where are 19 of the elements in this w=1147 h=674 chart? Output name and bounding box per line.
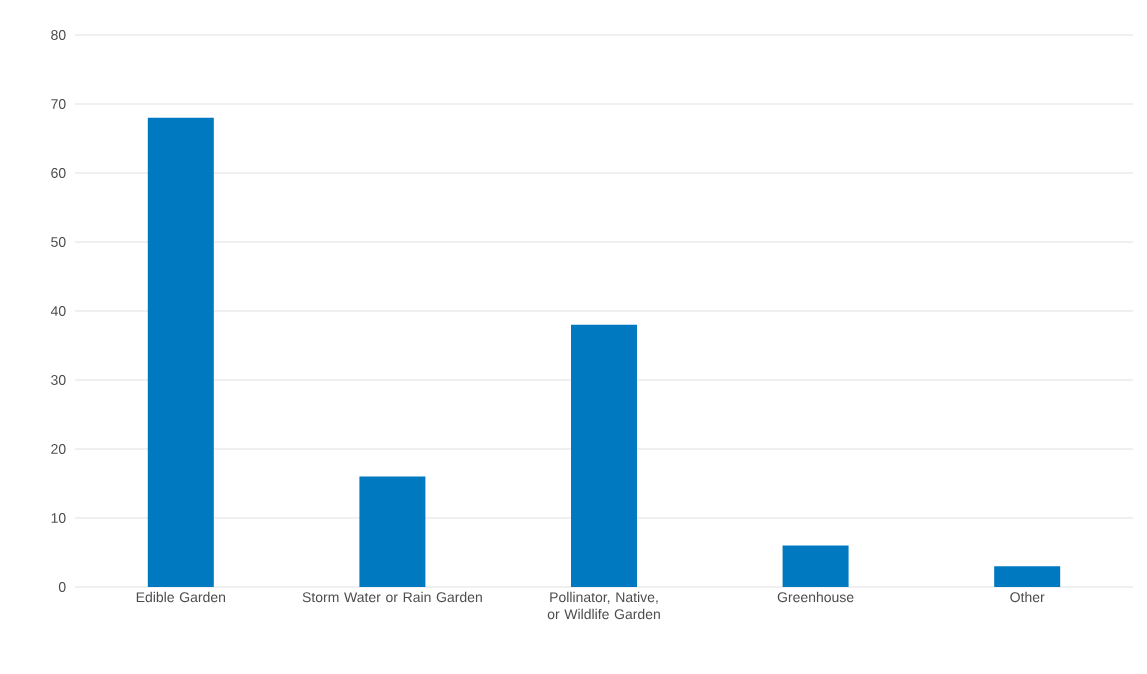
x-tick-label: Pollinator, Native, or Wildlife Garden [547, 591, 660, 620]
y-tick-label: 40 [50, 306, 66, 316]
bar [994, 566, 1061, 587]
bar [147, 117, 214, 587]
y-tick-label: 10 [51, 513, 66, 523]
y-tick-label: 60 [51, 168, 66, 178]
y-tick-label: 30 [51, 375, 66, 385]
x-tick-label: Other [1010, 591, 1045, 603]
x-tick-label: Greenhouse [777, 591, 854, 603]
y-tick-label: 0 [58, 582, 66, 592]
y-tick-label: 50 [51, 237, 66, 247]
bar [782, 545, 849, 587]
x-tick-label: Edible Garden [136, 591, 226, 603]
y-tick-label: 80 [51, 30, 66, 40]
x-tick-label: Storm Water or Rain Garden [302, 591, 482, 603]
y-tick-label: 70 [51, 99, 66, 109]
bar [359, 476, 426, 587]
y-tick-label: 20 [51, 444, 66, 454]
bar [570, 324, 637, 587]
